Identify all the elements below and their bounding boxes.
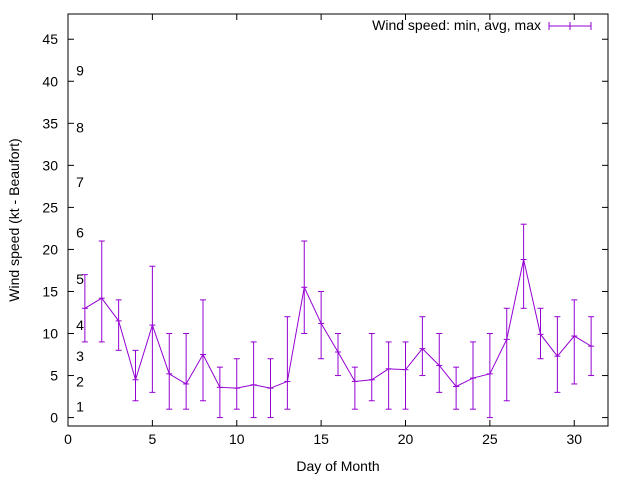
x-tick-label: 20 bbox=[398, 431, 414, 447]
y-tick-label: 35 bbox=[42, 115, 58, 131]
x-axis-ticks: 0 5 10 15 20 25 30 bbox=[64, 14, 582, 447]
y-tick-label: 25 bbox=[42, 199, 58, 215]
x-tick-label: 10 bbox=[229, 431, 245, 447]
beaufort-level-label: 4 bbox=[76, 317, 84, 333]
legend: Wind speed: min, avg, max bbox=[372, 17, 592, 33]
beaufort-level-label: 5 bbox=[76, 271, 84, 287]
beaufort-level-label: 9 bbox=[76, 62, 84, 78]
x-tick-label: 5 bbox=[148, 431, 156, 447]
beaufort-annotations: 1 2 3 4 5 6 7 8 9 bbox=[76, 62, 84, 414]
x-tick-label: 25 bbox=[482, 431, 498, 447]
beaufort-level-label: 2 bbox=[76, 373, 84, 389]
legend-series-label: Wind speed: min, avg, max bbox=[372, 17, 541, 33]
y-tick-label: 30 bbox=[42, 157, 58, 173]
y-tick-label: 5 bbox=[50, 368, 58, 384]
y-tick-label: 40 bbox=[42, 73, 58, 89]
beaufort-level-label: 8 bbox=[76, 120, 84, 136]
beaufort-level-label: 6 bbox=[76, 225, 84, 241]
x-tick-label: 0 bbox=[64, 431, 72, 447]
y-tick-label: 45 bbox=[42, 31, 58, 47]
x-tick-label: 30 bbox=[566, 431, 582, 447]
beaufort-level-label: 7 bbox=[76, 174, 84, 190]
x-axis-label: Day of Month bbox=[296, 458, 379, 474]
y-tick-label: 15 bbox=[42, 283, 58, 299]
x-tick-label: 15 bbox=[313, 431, 329, 447]
y-tick-label: 20 bbox=[42, 241, 58, 257]
plot-frame bbox=[67, 13, 609, 427]
series-line-average bbox=[84, 259, 592, 389]
y-axis-label: Wind speed (kt - Beaufort) bbox=[6, 138, 22, 301]
chart-marks bbox=[81, 223, 595, 419]
beaufort-level-label: 1 bbox=[76, 399, 84, 415]
y-tick-label: 10 bbox=[42, 326, 58, 342]
y-tick-label: 0 bbox=[50, 410, 58, 426]
beaufort-level-label: 3 bbox=[76, 348, 84, 364]
